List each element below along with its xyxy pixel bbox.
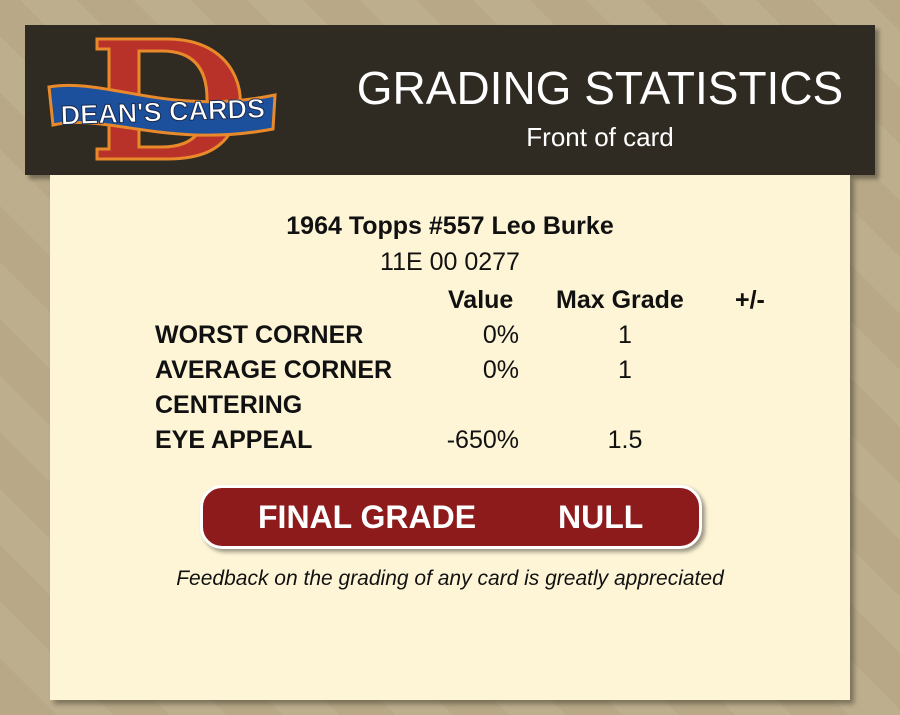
stats-panel: 1964 Topps #557 Leo Burke 11E 00 0277 Va… — [50, 175, 850, 700]
card-name: 1964 Topps #557 Leo Burke — [286, 212, 614, 240]
column-header-plus-minus: +/- — [735, 286, 765, 314]
column-header-value: Value — [448, 286, 514, 314]
row-label: EYE APPEAL — [155, 426, 313, 454]
final-grade-value: NULL — [558, 499, 644, 535]
row-label: CENTERING — [155, 391, 303, 419]
row-max-grade: 1 — [618, 356, 632, 384]
final-grade-label: FINAL GRADE — [258, 499, 477, 535]
column-header-max-grade: Max Grade — [556, 286, 684, 314]
row-max-grade: 1.5 — [607, 426, 643, 454]
feedback-text: Feedback on the grading of any card is g… — [176, 567, 724, 590]
page-title: GRADING STATISTICS — [356, 62, 844, 114]
final-grade-banner: FINAL GRADE NULL — [200, 485, 702, 549]
row-label: AVERAGE CORNER — [155, 356, 393, 384]
header: DEAN'S CARDS GRADING STATISTICS Front of… — [25, 25, 875, 175]
row-value: -650% — [446, 426, 519, 454]
cert-number: 11E 00 0277 — [380, 248, 520, 276]
row-value: 0% — [482, 321, 519, 349]
row-max-grade: 1 — [618, 321, 632, 349]
row-value: 0% — [482, 356, 519, 384]
deans-cards-logo: DEAN'S CARDS — [47, 37, 277, 161]
page-subtitle: Front of card — [526, 122, 674, 152]
row-label: WORST CORNER — [155, 321, 364, 349]
